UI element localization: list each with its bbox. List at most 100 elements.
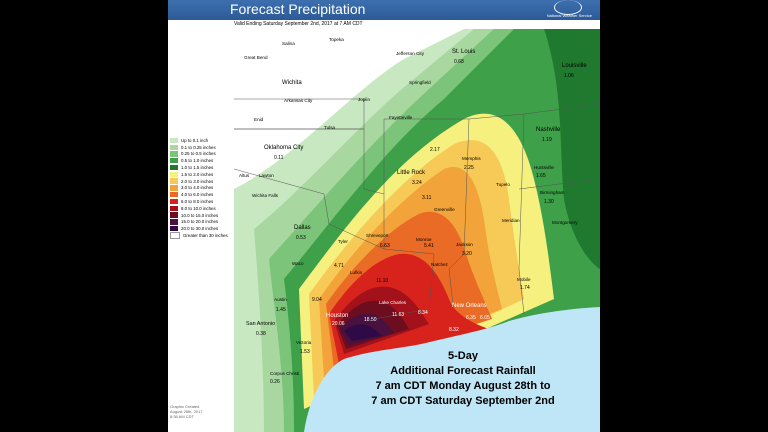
- legend-item: 0.1 to 0.25 inches: [170, 144, 238, 151]
- city-arkansas-city: Arkansas City: [284, 98, 313, 103]
- city-altus: Altus: [239, 173, 250, 178]
- legend-item: 0.5 to 1.0 inches: [170, 157, 238, 164]
- legend: Up to 0.1 inch 0.1 to 0.25 inches 0.25 to …: [170, 137, 238, 240]
- city-dallas: Dallas: [294, 225, 311, 231]
- city-birmingham: Birmingham: [540, 190, 565, 195]
- city-jackson: Jackson: [456, 242, 473, 247]
- legend-swatch: [170, 185, 178, 191]
- val-victoria: 1.53: [300, 349, 310, 355]
- legend-label: 15.0 to 20.0 inches: [181, 219, 219, 225]
- val-mobile: 1.74: [520, 285, 530, 291]
- legend-swatch: [170, 198, 178, 205]
- city-springfield: Springfield: [409, 80, 431, 85]
- legend-label: 2.0 to 3.0 inches: [181, 178, 214, 184]
- val-houston: 20.06: [332, 321, 345, 327]
- legend-item: Up to 0.1 inch: [170, 137, 238, 144]
- note-line-3: 7 am CDT Monday August 28th to: [375, 380, 551, 392]
- legend-swatch: [170, 178, 178, 184]
- val-lake-charles: 11.63: [392, 312, 404, 318]
- val-austin: 1.45: [276, 307, 286, 313]
- legend-label: 3.0 to 4.0 inches: [181, 185, 214, 191]
- legend-swatch: [170, 171, 178, 178]
- legend-item: Greater than 30 inches: [170, 231, 238, 240]
- credit-line-2: August 28th, 2017: [170, 409, 203, 414]
- legend-label: 1.5 to 2.0 inches: [181, 171, 214, 177]
- val-tyler: 4.71: [334, 263, 344, 269]
- legend-item: 20.0 to 30.0 inches: [170, 225, 238, 232]
- legend-label: 4.0 to 6.0 inches: [181, 192, 214, 198]
- legend-item: 4.0 to 6.0 inches: [170, 191, 238, 198]
- val-new-orleans-2: 6.05: [480, 315, 490, 321]
- legend-swatch: [170, 219, 178, 225]
- city-salina: Salina: [282, 41, 295, 46]
- band-1-5: [544, 29, 600, 269]
- val-corpus: 0.26: [270, 379, 280, 385]
- val-birmingham: 1.30: [544, 199, 554, 205]
- city-memphis: Memphis: [462, 156, 481, 161]
- legend-swatch: [170, 212, 178, 218]
- city-meridian: Meridian: [502, 218, 520, 223]
- city-tupelo: Tupelo: [496, 182, 510, 187]
- legend-swatch: [170, 137, 178, 144]
- legend-label: Up to 0.1 inch: [181, 137, 209, 143]
- city-mobile: Mobile: [517, 277, 531, 282]
- legend-swatch: [170, 151, 178, 157]
- val-nashville: 1.19: [542, 137, 552, 143]
- city-corpus: Corpus Christi: [270, 371, 299, 376]
- val-memphis-b: 2.25: [464, 165, 474, 171]
- city-san-antonio: San Antonio: [246, 321, 275, 327]
- val-orange: 18.50: [364, 317, 377, 323]
- legend-label: 8.0 to 10.0 inches: [181, 205, 216, 211]
- val-huntsville: 1.65: [536, 173, 546, 179]
- legend-item: 10.0 to 15.0 inches: [170, 212, 238, 219]
- legend-item: 15.0 to 20.0 inches: [170, 219, 238, 226]
- legend-swatch: [170, 231, 180, 240]
- legend-swatch: [170, 144, 178, 150]
- val-dallas: 0.53: [296, 235, 306, 241]
- band-20-30: [344, 324, 382, 341]
- city-louisville: Louisville: [562, 63, 587, 69]
- header-bar: Forecast Precipitation National Weather …: [168, 0, 600, 20]
- city-enid: Enid: [254, 117, 264, 122]
- agency-label: National Weather Service: [546, 13, 592, 18]
- val-lc-2: 8.34: [418, 310, 428, 316]
- city-wichita-falls: Wichita Falls: [252, 193, 279, 198]
- legend-item: 2.0 to 3.0 inches: [170, 178, 238, 185]
- city-waco: Waco: [292, 261, 304, 266]
- legend-swatch: [170, 158, 178, 164]
- city-little-rock: Little Rock: [397, 170, 426, 176]
- city-huntsville: Huntsville: [534, 165, 554, 170]
- city-wichita: Wichita: [282, 80, 302, 86]
- val-gulf-coast: 8.32: [449, 327, 459, 333]
- valid-time: Valid Ending Saturday September 2nd, 201…: [234, 21, 363, 27]
- legend-label: 0.25 to 0.5 inches: [181, 151, 216, 157]
- credit-line-3: 8:36 AM CDT: [170, 414, 195, 419]
- gulf-of-mexico: [304, 307, 600, 432]
- legend-label: 1.0 to 1.5 inches: [181, 165, 214, 171]
- legend-item: 6.0 to 8.0 inches: [170, 198, 238, 205]
- legend-swatch: [170, 192, 178, 198]
- val-little-rock-2: 3.11: [422, 195, 432, 201]
- note-line-2: Additional Forecast Rainfall: [390, 365, 536, 377]
- city-houston: Houston: [326, 313, 348, 319]
- legend-label: 10.0 to 15.0 inches: [181, 212, 219, 218]
- legend-swatch: [170, 205, 178, 212]
- city-austin: Austin: [274, 297, 287, 302]
- note-line-1: 5-Day: [448, 350, 478, 362]
- city-lawton: Lawton: [259, 173, 274, 178]
- val-little-rock: 3.24: [412, 180, 422, 186]
- city-st-louis: St. Louis: [452, 49, 475, 55]
- val-shreveport: 6.63: [380, 243, 390, 249]
- city-lake-charles: Lake Charles: [379, 300, 407, 305]
- graphic-credit: Graphic Created August 28th, 2017 8:36 A…: [170, 404, 202, 419]
- city-monroe: Monroe: [416, 237, 432, 242]
- legend-item: 0.25 to 0.5 inches: [170, 151, 238, 158]
- legend-item: 3.0 to 4.0 inches: [170, 185, 238, 192]
- city-montgomery: Montgomery: [552, 220, 578, 225]
- val-jackson: 3.20: [462, 251, 472, 257]
- forecast-note: 5-Day Additional Forecast Rainfall 7 am …: [358, 349, 568, 409]
- state-borders: [234, 98, 600, 320]
- val-st-louis: 0.68: [454, 59, 464, 65]
- city-victoria: Victoria: [296, 340, 312, 345]
- val-beaumont: 11.10: [376, 278, 388, 284]
